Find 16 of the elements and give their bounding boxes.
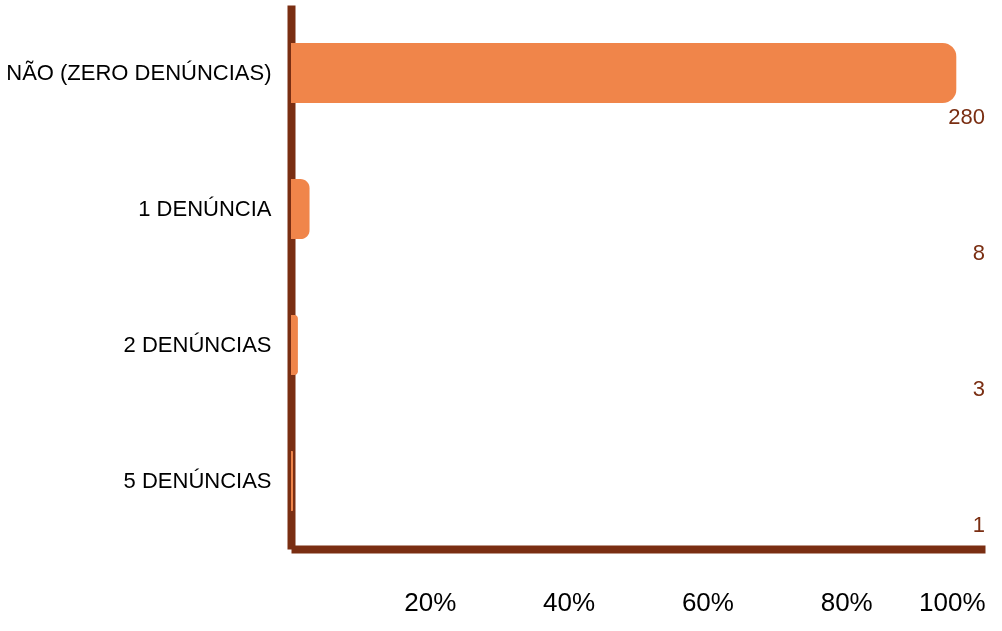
bar: [291, 451, 294, 511]
bar: [291, 43, 957, 103]
y-tick-label: 1 DENÚNCIA: [138, 196, 272, 221]
bar: [291, 179, 310, 239]
annotation: 3: [972, 376, 985, 401]
x-tick-label: 60%: [681, 586, 734, 617]
y-tick-label: 5 DENÚNCIAS: [123, 468, 272, 493]
x-tick-label: 20%: [404, 586, 457, 617]
y-tick-label: NÃO (ZERO DENÚNCIAS): [6, 60, 272, 85]
annotation: 1: [972, 512, 985, 537]
y-tick-label: 2 DENÚNCIAS: [123, 332, 272, 357]
x-tick-label: 80%: [820, 586, 873, 617]
annotation: 8: [972, 240, 985, 265]
annotation: 280: [948, 104, 985, 129]
x-tick-label: 100%: [919, 586, 986, 617]
x-tick-label: 40%: [543, 586, 596, 617]
